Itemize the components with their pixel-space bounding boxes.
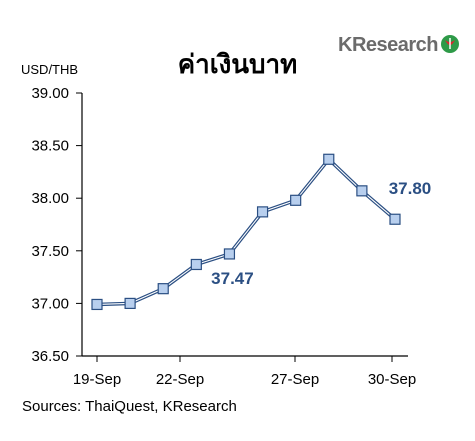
x-tick-label: 27-Sep — [271, 371, 319, 388]
y-tick-label: 38.00 — [31, 190, 69, 207]
data-point-marker — [256, 206, 269, 218]
data-point-marker — [91, 298, 103, 311]
logo-text: KResearch — [338, 34, 439, 56]
x-tick-label: 22-Sep — [156, 371, 204, 388]
x-tick-label: 19-Sep — [73, 371, 121, 388]
y-axis-unit-label: USD/THB — [21, 62, 79, 77]
data-point-marker — [356, 185, 368, 197]
kresearch-logo: KResearch — [338, 34, 460, 60]
x-tick-label: 30-Sep — [368, 371, 416, 388]
data-point-marker — [157, 283, 169, 295]
y-tick-label: 38.50 — [31, 138, 69, 155]
y-tick-label: 37.00 — [31, 295, 69, 312]
data-point-marker — [124, 297, 136, 309]
data-point-marker — [290, 194, 302, 206]
annotation-layer: 37.47 37.80 — [211, 179, 431, 288]
series-line-inner — [96, 158, 396, 306]
series-layer — [91, 153, 401, 311]
data-label: 37.47 — [211, 269, 254, 288]
data-point-marker — [323, 153, 335, 165]
chart-title: ค่าเงินบาท — [177, 50, 298, 80]
y-tick-label: 39.00 — [31, 85, 69, 102]
data-point-marker — [190, 258, 202, 271]
data-label: 37.80 — [389, 179, 432, 198]
leaf-icon — [440, 34, 460, 60]
data-point-marker — [223, 248, 236, 260]
y-tick-label: 36.50 — [31, 348, 69, 365]
source-note: Sources: ThaiQuest, KResearch — [22, 398, 237, 415]
y-tick-label: 37.50 — [31, 243, 69, 260]
data-point-marker — [389, 213, 401, 225]
